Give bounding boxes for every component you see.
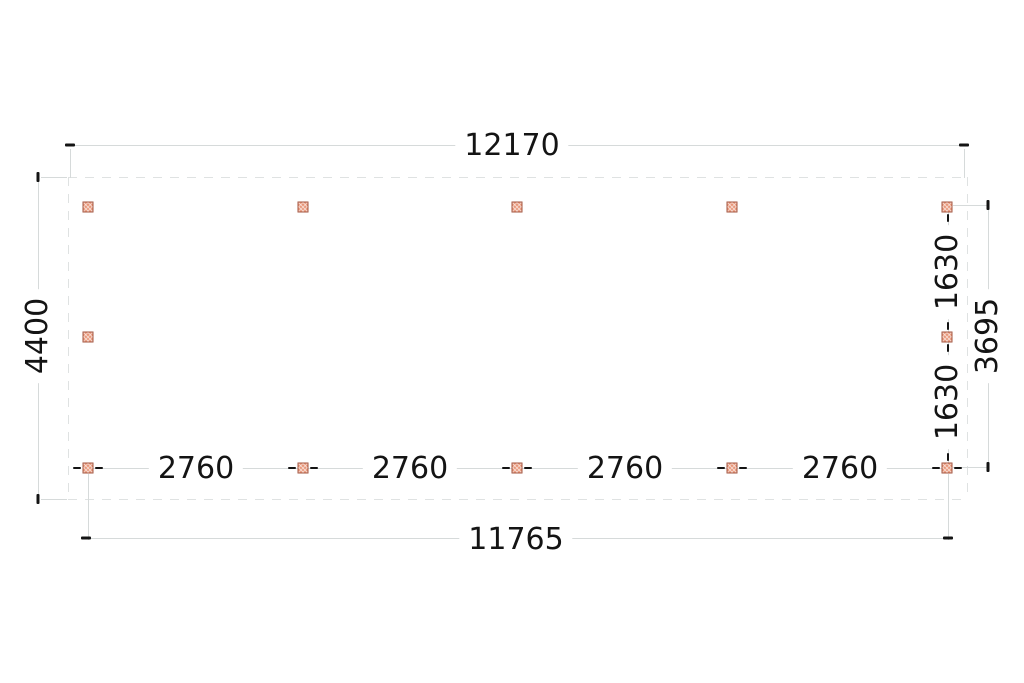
dim-end-tick — [65, 143, 75, 147]
dim-end-tick — [81, 536, 91, 540]
dim-label-right-total: 3695 — [970, 288, 1005, 384]
post-marker — [82, 201, 94, 213]
roof-outline-top — [68, 177, 968, 178]
dim-label-span-3: 2760 — [577, 453, 673, 485]
dim-label-right-gap-2: 1630 — [930, 354, 965, 450]
dim-arrow-tick — [739, 467, 747, 469]
dim-arrow-tick — [524, 467, 532, 469]
ext-line-right-bottom — [953, 467, 989, 468]
ext-line-right-top — [953, 205, 989, 206]
post-marker — [726, 462, 738, 474]
roof-outline-bottom — [68, 499, 968, 500]
dim-arrow-tick — [717, 467, 725, 469]
dim-arrow-tick — [95, 467, 103, 469]
ext-line-left-top — [41, 177, 67, 178]
dim-arrow-tick — [947, 214, 949, 222]
dim-end-tick — [959, 143, 969, 147]
dim-arrow-tick — [954, 467, 962, 469]
dim-end-tick — [943, 536, 953, 540]
post-marker — [941, 331, 953, 343]
dim-end-tick — [986, 462, 990, 472]
dim-label-span-1: 2760 — [148, 453, 244, 485]
ext-line-top-left — [70, 149, 71, 178]
ext-line-bottom-left — [88, 474, 89, 540]
dim-arrow-tick — [932, 467, 940, 469]
dim-label-top-width: 12170 — [455, 130, 569, 162]
ext-line-left-bottom — [41, 499, 67, 500]
ext-line-top-right — [964, 149, 965, 178]
post-marker — [82, 331, 94, 343]
post-marker — [297, 462, 309, 474]
post-marker — [82, 462, 94, 474]
dim-arrow-tick — [73, 467, 81, 469]
post-marker — [726, 201, 738, 213]
ext-line-bottom-right — [948, 474, 949, 540]
dim-arrow-tick — [502, 467, 510, 469]
dim-arrow-tick — [947, 453, 949, 461]
roof-outline-right — [967, 177, 968, 500]
dim-arrow-tick — [310, 467, 318, 469]
dim-label-span-4: 2760 — [792, 453, 888, 485]
dim-end-tick — [986, 200, 990, 210]
post-marker — [511, 201, 523, 213]
post-marker — [941, 201, 953, 213]
dim-label-left-depth: 4400 — [20, 288, 55, 384]
dim-arrow-tick — [947, 322, 949, 330]
dim-label-bottom-width: 11765 — [459, 524, 573, 556]
dim-arrow-tick — [288, 467, 296, 469]
dim-end-tick — [36, 172, 40, 182]
post-marker — [511, 462, 523, 474]
post-marker — [297, 201, 309, 213]
dim-label-span-2: 2760 — [362, 453, 458, 485]
dim-end-tick — [36, 494, 40, 504]
roof-outline-left — [68, 177, 69, 500]
dim-label-right-gap-1: 1630 — [930, 224, 965, 320]
post-marker — [941, 462, 953, 474]
dim-arrow-tick — [947, 344, 949, 352]
